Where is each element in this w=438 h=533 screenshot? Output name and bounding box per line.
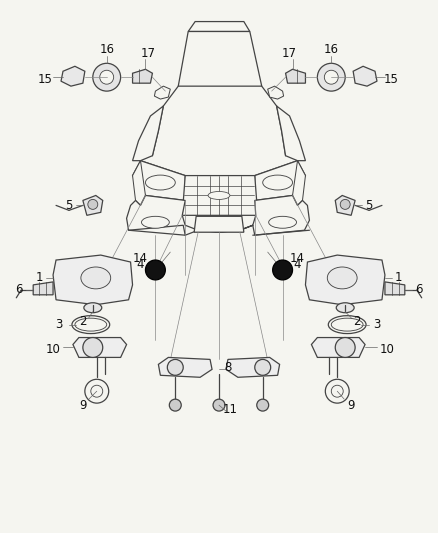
- Text: 4: 4: [294, 257, 301, 271]
- FancyBboxPatch shape: [199, 226, 205, 230]
- Circle shape: [331, 385, 343, 397]
- Text: 1: 1: [35, 271, 43, 285]
- Polygon shape: [311, 337, 365, 358]
- Polygon shape: [133, 160, 145, 205]
- Polygon shape: [33, 282, 53, 295]
- Circle shape: [257, 399, 268, 411]
- Ellipse shape: [328, 316, 366, 334]
- Polygon shape: [182, 175, 258, 215]
- Circle shape: [324, 70, 338, 84]
- Text: 2: 2: [79, 315, 87, 328]
- Polygon shape: [61, 66, 85, 86]
- FancyBboxPatch shape: [233, 219, 239, 222]
- Text: 10: 10: [46, 343, 60, 356]
- Text: 9: 9: [347, 399, 355, 411]
- Text: 15: 15: [383, 72, 398, 86]
- Polygon shape: [255, 160, 305, 200]
- Polygon shape: [353, 66, 377, 86]
- Ellipse shape: [331, 318, 363, 331]
- Circle shape: [167, 359, 183, 375]
- Polygon shape: [188, 21, 250, 31]
- Ellipse shape: [336, 303, 354, 313]
- Text: 10: 10: [379, 343, 394, 356]
- Text: 1: 1: [395, 271, 403, 285]
- Text: 9: 9: [79, 399, 87, 411]
- Polygon shape: [385, 282, 405, 295]
- Polygon shape: [53, 255, 133, 305]
- Polygon shape: [293, 160, 305, 205]
- Polygon shape: [133, 69, 152, 83]
- Text: 15: 15: [38, 72, 53, 86]
- Circle shape: [93, 63, 120, 91]
- Text: 17: 17: [282, 47, 297, 60]
- Polygon shape: [226, 358, 279, 377]
- Circle shape: [88, 199, 98, 209]
- Ellipse shape: [263, 175, 293, 190]
- Polygon shape: [83, 196, 103, 215]
- Text: 6: 6: [15, 284, 23, 296]
- Polygon shape: [127, 196, 309, 235]
- Text: 14: 14: [290, 252, 305, 264]
- Polygon shape: [268, 86, 283, 99]
- Text: 2: 2: [353, 315, 361, 328]
- Text: 4: 4: [137, 257, 144, 271]
- Ellipse shape: [327, 267, 357, 289]
- Text: 16: 16: [324, 43, 339, 56]
- Circle shape: [318, 63, 345, 91]
- Polygon shape: [335, 196, 355, 215]
- Ellipse shape: [84, 303, 102, 313]
- Ellipse shape: [75, 318, 107, 331]
- Circle shape: [335, 337, 355, 358]
- Polygon shape: [178, 31, 262, 86]
- Ellipse shape: [268, 216, 297, 228]
- Text: 6: 6: [415, 284, 423, 296]
- Polygon shape: [286, 69, 305, 83]
- Polygon shape: [277, 106, 305, 160]
- Text: 14: 14: [133, 252, 148, 264]
- Circle shape: [91, 385, 103, 397]
- Polygon shape: [194, 216, 244, 232]
- Text: 3: 3: [55, 318, 63, 331]
- Polygon shape: [159, 358, 212, 377]
- Circle shape: [83, 337, 103, 358]
- FancyBboxPatch shape: [199, 219, 205, 222]
- Circle shape: [340, 199, 350, 209]
- Circle shape: [145, 260, 165, 280]
- Circle shape: [85, 379, 109, 403]
- FancyBboxPatch shape: [233, 226, 239, 230]
- Text: 5: 5: [365, 199, 373, 212]
- Ellipse shape: [208, 191, 230, 199]
- Circle shape: [325, 379, 349, 403]
- Text: 8: 8: [224, 361, 232, 374]
- Circle shape: [213, 399, 225, 411]
- Polygon shape: [305, 255, 385, 305]
- Text: 11: 11: [223, 402, 237, 416]
- Text: 17: 17: [141, 47, 156, 60]
- Ellipse shape: [72, 316, 110, 334]
- Polygon shape: [133, 160, 185, 200]
- Polygon shape: [133, 106, 163, 160]
- Circle shape: [170, 399, 181, 411]
- Text: 5: 5: [65, 199, 73, 212]
- Circle shape: [100, 70, 114, 84]
- Text: 16: 16: [99, 43, 114, 56]
- Ellipse shape: [145, 175, 175, 190]
- Circle shape: [273, 260, 293, 280]
- Ellipse shape: [81, 267, 111, 289]
- Ellipse shape: [141, 216, 170, 228]
- Circle shape: [255, 359, 271, 375]
- Polygon shape: [155, 86, 170, 99]
- Text: 3: 3: [373, 318, 381, 331]
- Polygon shape: [73, 337, 127, 358]
